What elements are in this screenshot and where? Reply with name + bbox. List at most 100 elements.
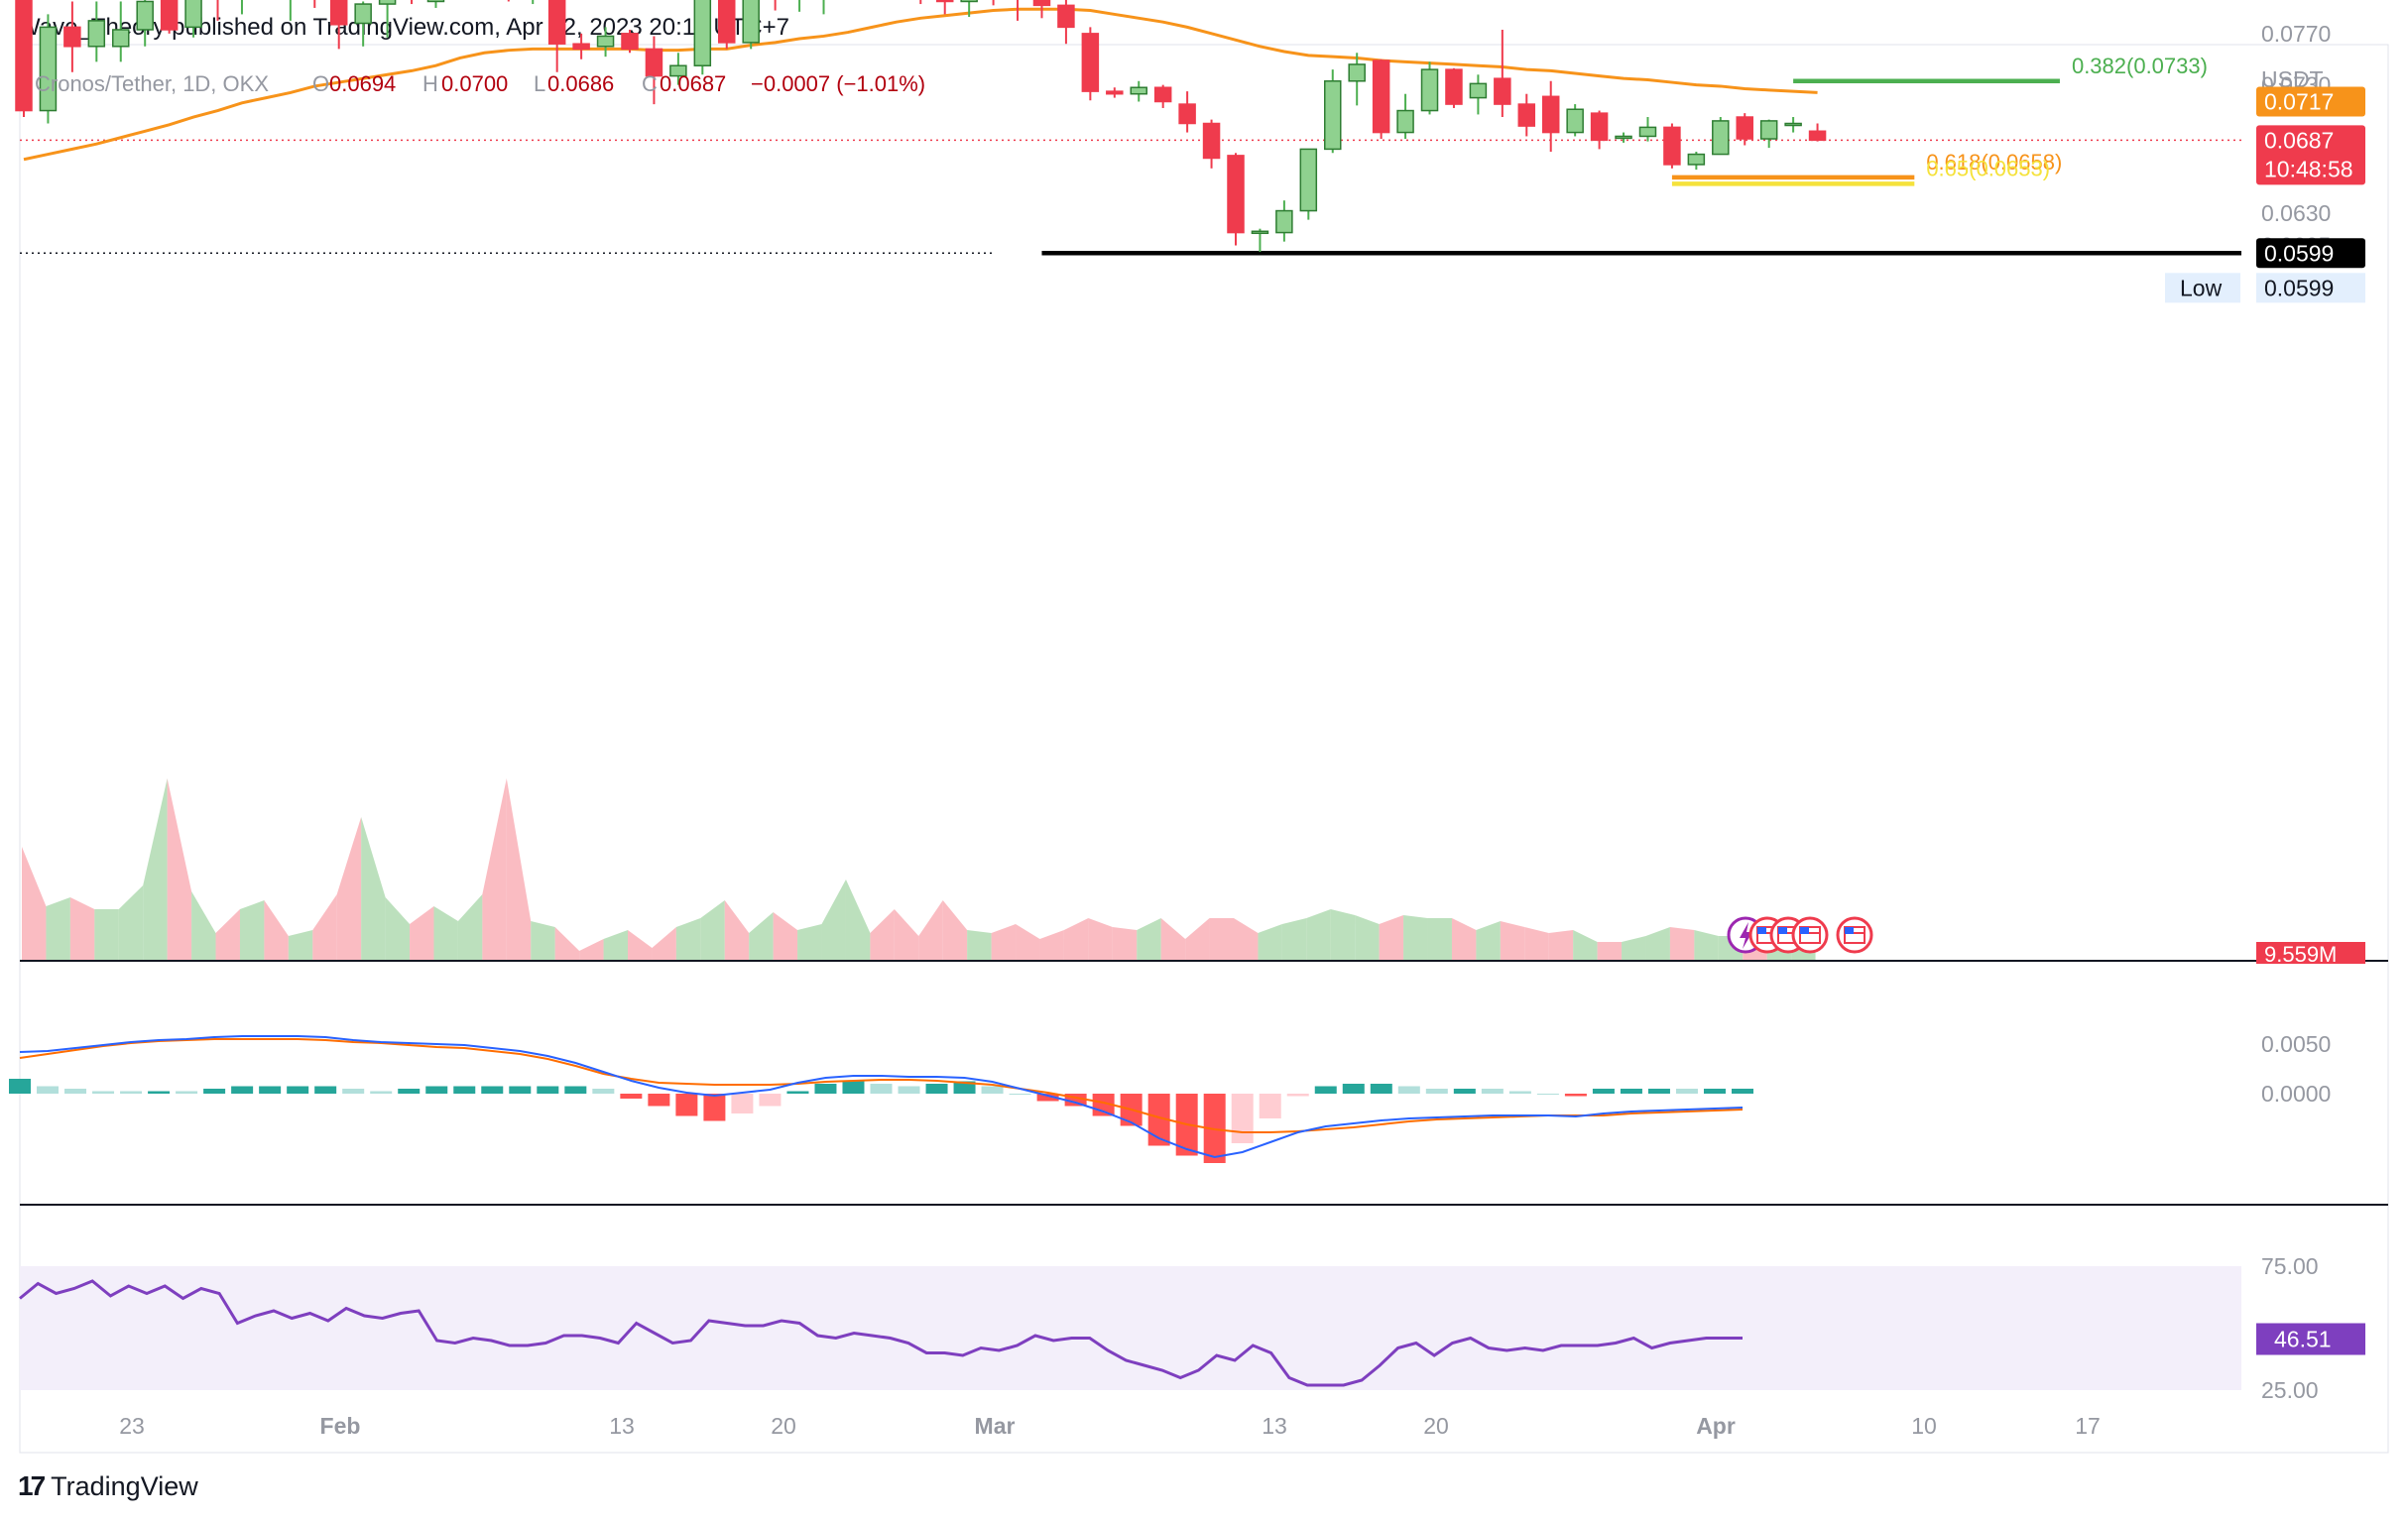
candle [160,0,179,34]
candle-body [1517,103,1536,127]
candle-body [1494,77,1511,105]
macd-histogram-bar [925,1084,948,1094]
flag-canton [1757,927,1766,934]
candle-body [693,0,712,66]
candle-body [87,20,106,48]
ohlc-low-label: L [534,71,545,96]
candle [63,1,81,72]
volume-segment [215,909,240,960]
volume-segment [1500,921,1525,960]
macd-histogram-bar [231,1086,254,1094]
macd-histogram-bar [953,1081,976,1094]
candle [15,0,33,118]
volume-segment [894,909,919,960]
macd-histogram-bar [1481,1089,1504,1094]
low-marker-box [2165,273,2240,303]
candle-body [1638,126,1657,138]
macd-histogram-bar [814,1084,837,1094]
candles [15,0,1827,252]
candle [1202,119,1221,169]
us-flag-event-icon[interactable] [1836,916,1873,954]
price-badge-text: 0.0599 [2264,240,2334,266]
candle-body [1784,122,1802,127]
rsi-tick-label: 75.00 [2261,1253,2319,1279]
volume-segment [1476,921,1501,960]
volume-segment [1039,930,1064,960]
macd-histogram-bar [1536,1094,1559,1095]
candle [1736,113,1753,146]
macd-histogram-bar [1564,1094,1587,1097]
price-tick-label: 0.0770 [2261,21,2331,47]
volume-segment [361,817,386,960]
volume-segment [94,909,119,960]
chart-frame [19,44,2389,1454]
candle [426,0,445,8]
macd-histogram-bar [898,1086,920,1094]
candle [1663,123,1681,169]
candle [798,0,801,12]
macd-histogram-bar [842,1081,865,1094]
ohlc-open-label: O [312,71,329,96]
price-badge-text: 0.0687 [2264,127,2334,153]
x-axis-tick: Apr [1696,1413,1736,1439]
macd-histogram-bar [675,1094,698,1116]
volume-segment [1548,930,1574,960]
fib-level-label: 0.382(0.0733) [2072,54,2208,78]
volume-segment [1669,927,1695,960]
candle [289,0,292,21]
volume-segment [1427,918,1452,960]
volume-segment [1160,918,1186,960]
macd-histogram [9,1079,1753,1163]
candle-body [547,0,566,45]
candle-body [136,0,154,31]
candle-body [1299,148,1318,212]
candle [669,53,687,85]
volume-segment [1355,915,1380,960]
candle-body [112,29,130,48]
candle [935,0,954,15]
candle-body [1130,86,1147,95]
macd-histogram-bar [1342,1084,1365,1094]
macd-tick-label: 0.0050 [2261,1031,2331,1057]
countdown-timer: 10:48:58 [2264,156,2353,181]
candle [184,0,202,38]
volume-segment [700,900,725,960]
macd-histogram-bar [176,1091,198,1094]
macd-histogram-bar [259,1086,282,1094]
tradingview-logo[interactable]: 17 TradingView [18,1470,198,1502]
flag-canton [1778,927,1787,934]
candle-body [184,0,202,29]
volume-segment [46,897,70,960]
candle-body [669,64,687,77]
macd-histogram-bar [648,1094,670,1107]
candle-body [1736,116,1753,140]
macd-histogram-bar [620,1094,643,1099]
candle-body [1348,63,1366,82]
candle-body [960,0,978,3]
x-axis-tick: 10 [1911,1413,1937,1439]
rsi-value-text: 46.51 [2274,1327,2332,1352]
volume-segment [1016,924,1040,960]
volume-segment [1137,918,1161,960]
volume-segment [967,930,992,960]
volume-segment [1379,915,1404,960]
macd-histogram-bar [1231,1094,1254,1143]
volume-segment [336,817,362,960]
candle-body [329,0,348,26]
candle [1784,117,1802,133]
macd-histogram-bar [425,1086,448,1094]
symbol-title: Cronos/Tether, 1D, OKX [35,71,269,96]
us-flag-event-icon[interactable] [1791,916,1829,954]
x-axis-tick: Mar [975,1413,1016,1439]
candle [1420,61,1439,115]
rsi-line [19,1279,1743,1387]
volume-segment [69,897,95,960]
macd-histogram-bar [1732,1089,1753,1094]
candle-body [1032,0,1051,7]
macd-histogram-bar [148,1091,171,1094]
volume-segment [1063,918,1089,960]
x-axis-tick: 13 [1262,1413,1287,1439]
volume-segment [870,909,895,960]
candle-body [1808,130,1827,142]
